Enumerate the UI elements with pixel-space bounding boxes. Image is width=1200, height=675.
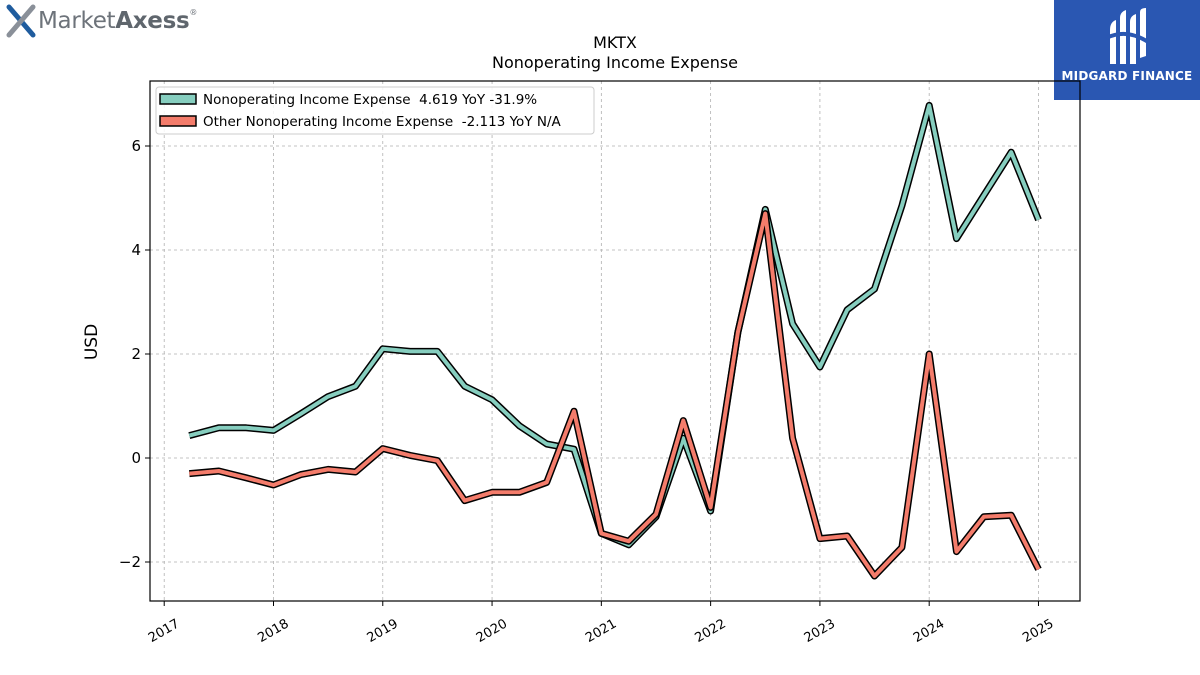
midgard-monogram-icon [1105, 8, 1150, 64]
y-tick-label: 2 [131, 345, 141, 363]
x-tick-label: 2025 [1020, 616, 1056, 646]
chart-title: MKTX [593, 33, 637, 52]
x-tick-label: 2017 [146, 616, 182, 646]
x-tick-label: 2020 [474, 616, 510, 646]
chart-subtitle: Nonoperating Income Expense [492, 53, 738, 72]
x-tick-label: 2021 [583, 616, 619, 646]
y-axis-label: USD [82, 324, 102, 360]
legend-box [155, 86, 595, 135]
market-axess-x-icon [6, 4, 36, 38]
midgard-finance-logo: MIDGARD FINANCE [1054, 0, 1200, 100]
x-tick-label: 2019 [365, 616, 401, 646]
plot-frame [149, 80, 1081, 602]
y-tick-label: 0 [131, 449, 141, 467]
x-tick-label: 2018 [255, 616, 291, 646]
x-tick-label: 2024 [911, 616, 947, 646]
x-tick-label: 2022 [692, 616, 728, 646]
axis-ticks: 2017 2018 2019 2020 2021 2022 2023 2024 2025 −2 0 2… [119, 137, 1057, 646]
legend: Nonoperating Income Expense 4.619 YoY -3… [155, 86, 595, 135]
series-group [188, 101, 1042, 580]
market-axess-logo: MarketAxess® [6, 4, 197, 38]
y-tick-label: 6 [131, 137, 141, 155]
market-axess-wordmark: MarketAxess® [38, 8, 198, 34]
legend-label-1: Nonoperating Income Expense 4.619 YoY -3… [203, 92, 537, 108]
legend-swatch-2 [159, 115, 197, 127]
y-tick-label: −2 [119, 553, 141, 571]
series-2-outline [188, 210, 1042, 580]
legend-swatch-1 [159, 93, 197, 105]
x-tick-label: 2023 [802, 616, 838, 646]
grid [150, 81, 1080, 601]
legend-label-2: Other Nonoperating Income Expense -2.113… [203, 114, 562, 130]
midgard-finance-caption: MIDGARD FINANCE [1061, 69, 1193, 83]
y-tick-label: 4 [131, 241, 141, 259]
series-2-line [189, 211, 1041, 578]
